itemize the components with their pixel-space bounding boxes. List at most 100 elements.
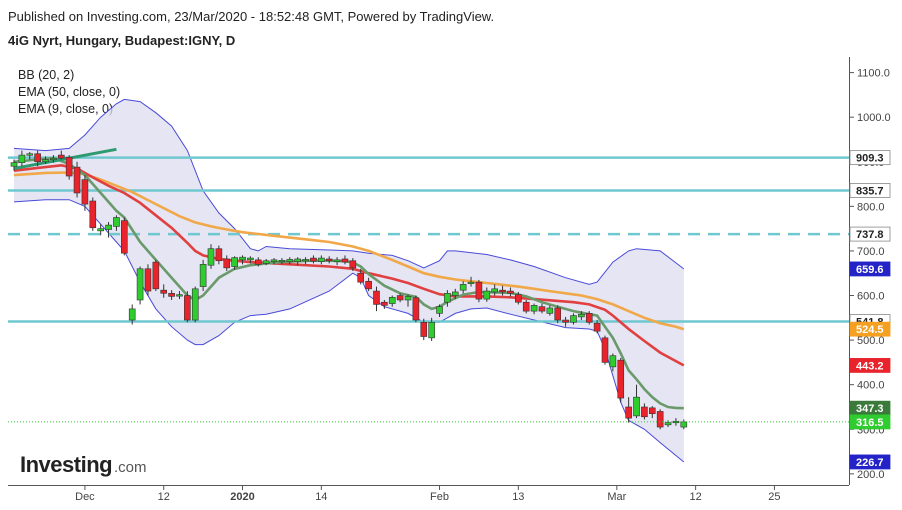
- candle-body: [333, 259, 341, 262]
- candle-body: [254, 259, 262, 265]
- candle-body: [609, 355, 617, 368]
- candle-body: [672, 420, 680, 424]
- candle-body: [310, 257, 317, 262]
- candle: [467, 276, 475, 287]
- candle-body: [483, 290, 491, 300]
- candle: [538, 303, 546, 314]
- candle-body: [318, 257, 325, 262]
- candle-body: [357, 272, 365, 283]
- candle-body: [656, 411, 664, 428]
- candle: [515, 291, 522, 305]
- candle: [578, 311, 585, 321]
- candle: [412, 295, 420, 323]
- candle-body: [105, 224, 112, 230]
- candle-body: [436, 306, 443, 314]
- value-label: 226.7: [849, 454, 891, 470]
- candle: [144, 264, 152, 296]
- candle: [365, 277, 372, 292]
- candle-body: [81, 179, 89, 205]
- candle: [160, 284, 168, 298]
- ema9-line: [13, 156, 684, 410]
- candle: [121, 217, 128, 256]
- candles-layer: [8, 150, 849, 430]
- candle: [286, 257, 294, 265]
- candle-body: [396, 295, 404, 301]
- candle: [191, 286, 199, 323]
- candle: [10, 159, 18, 171]
- candle: [633, 384, 640, 419]
- candle: [113, 215, 120, 231]
- candle-body: [444, 292, 451, 303]
- ema-lines-layer: [13, 147, 685, 410]
- candle: [593, 320, 601, 334]
- x-tick-label: Mar: [607, 491, 626, 503]
- candle-body: [388, 297, 396, 304]
- candle-body: [546, 307, 554, 314]
- candle: [530, 303, 538, 315]
- candle: [381, 299, 388, 309]
- candle-body: [199, 264, 207, 287]
- candle-body: [404, 296, 412, 301]
- candle: [451, 288, 459, 300]
- candle: [570, 313, 577, 325]
- x-tick-label: 14: [315, 491, 327, 503]
- candle-body: [325, 258, 333, 262]
- symbol-header: 4iG Nyrt, Hungary, Budapest:IGNY, D: [8, 33, 236, 48]
- candle-body: [617, 359, 625, 399]
- candle: [609, 353, 617, 372]
- candle: [89, 197, 97, 231]
- candle: [247, 256, 254, 264]
- candle-body: [507, 290, 514, 294]
- candle: [388, 295, 396, 307]
- candle: [254, 257, 262, 267]
- candle: [18, 150, 26, 167]
- candle-body: [160, 289, 168, 294]
- value-label-box: [849, 454, 891, 470]
- candle-body: [499, 289, 506, 293]
- candle: [341, 255, 349, 265]
- candle-body: [562, 319, 569, 323]
- value-label: 524.5: [849, 321, 891, 337]
- candle: [491, 284, 498, 296]
- candle: [294, 257, 301, 266]
- candle-body: [554, 307, 562, 321]
- candle-body: [648, 407, 656, 414]
- value-label-text: 835.7: [856, 185, 884, 197]
- y-tick-label: 200.0: [857, 469, 885, 481]
- candle: [428, 317, 435, 341]
- trend-line: [13, 147, 117, 170]
- value-labels: 909.3835.7737.8659.6541.8524.5443.2347.3…: [849, 150, 891, 470]
- y-tick-label: 400.0: [857, 380, 885, 392]
- value-label: 316.5: [849, 414, 891, 430]
- candle: [499, 285, 506, 296]
- candle-body: [113, 217, 120, 227]
- candle: [152, 259, 160, 292]
- candle-body: [191, 288, 199, 321]
- investing-logo: Investing .com: [20, 452, 147, 477]
- x-tick-label: 2020: [230, 491, 254, 503]
- candle: [215, 245, 223, 265]
- candle-body: [152, 261, 160, 290]
- candle-body: [73, 166, 81, 194]
- candle-body: [184, 295, 191, 321]
- candle-body: [420, 321, 428, 337]
- candle-body: [18, 154, 26, 163]
- candle: [81, 175, 89, 211]
- candle: [50, 155, 57, 163]
- candle: [648, 406, 656, 419]
- value-label-box: [849, 150, 891, 166]
- candle-body: [26, 153, 34, 156]
- value-label: 909.3: [849, 150, 891, 166]
- x-tick-label: 13: [512, 491, 524, 503]
- candle: [65, 155, 73, 180]
- candle-body: [341, 258, 349, 263]
- value-label-box: [849, 414, 891, 430]
- candle: [207, 244, 215, 269]
- value-label: 659.6: [849, 261, 891, 277]
- candle: [34, 150, 41, 167]
- candle-body: [633, 396, 640, 417]
- candle: [641, 403, 648, 420]
- candle: [656, 409, 664, 430]
- value-label: 737.8: [849, 226, 891, 242]
- horizontal-levels-layer: [8, 156, 849, 323]
